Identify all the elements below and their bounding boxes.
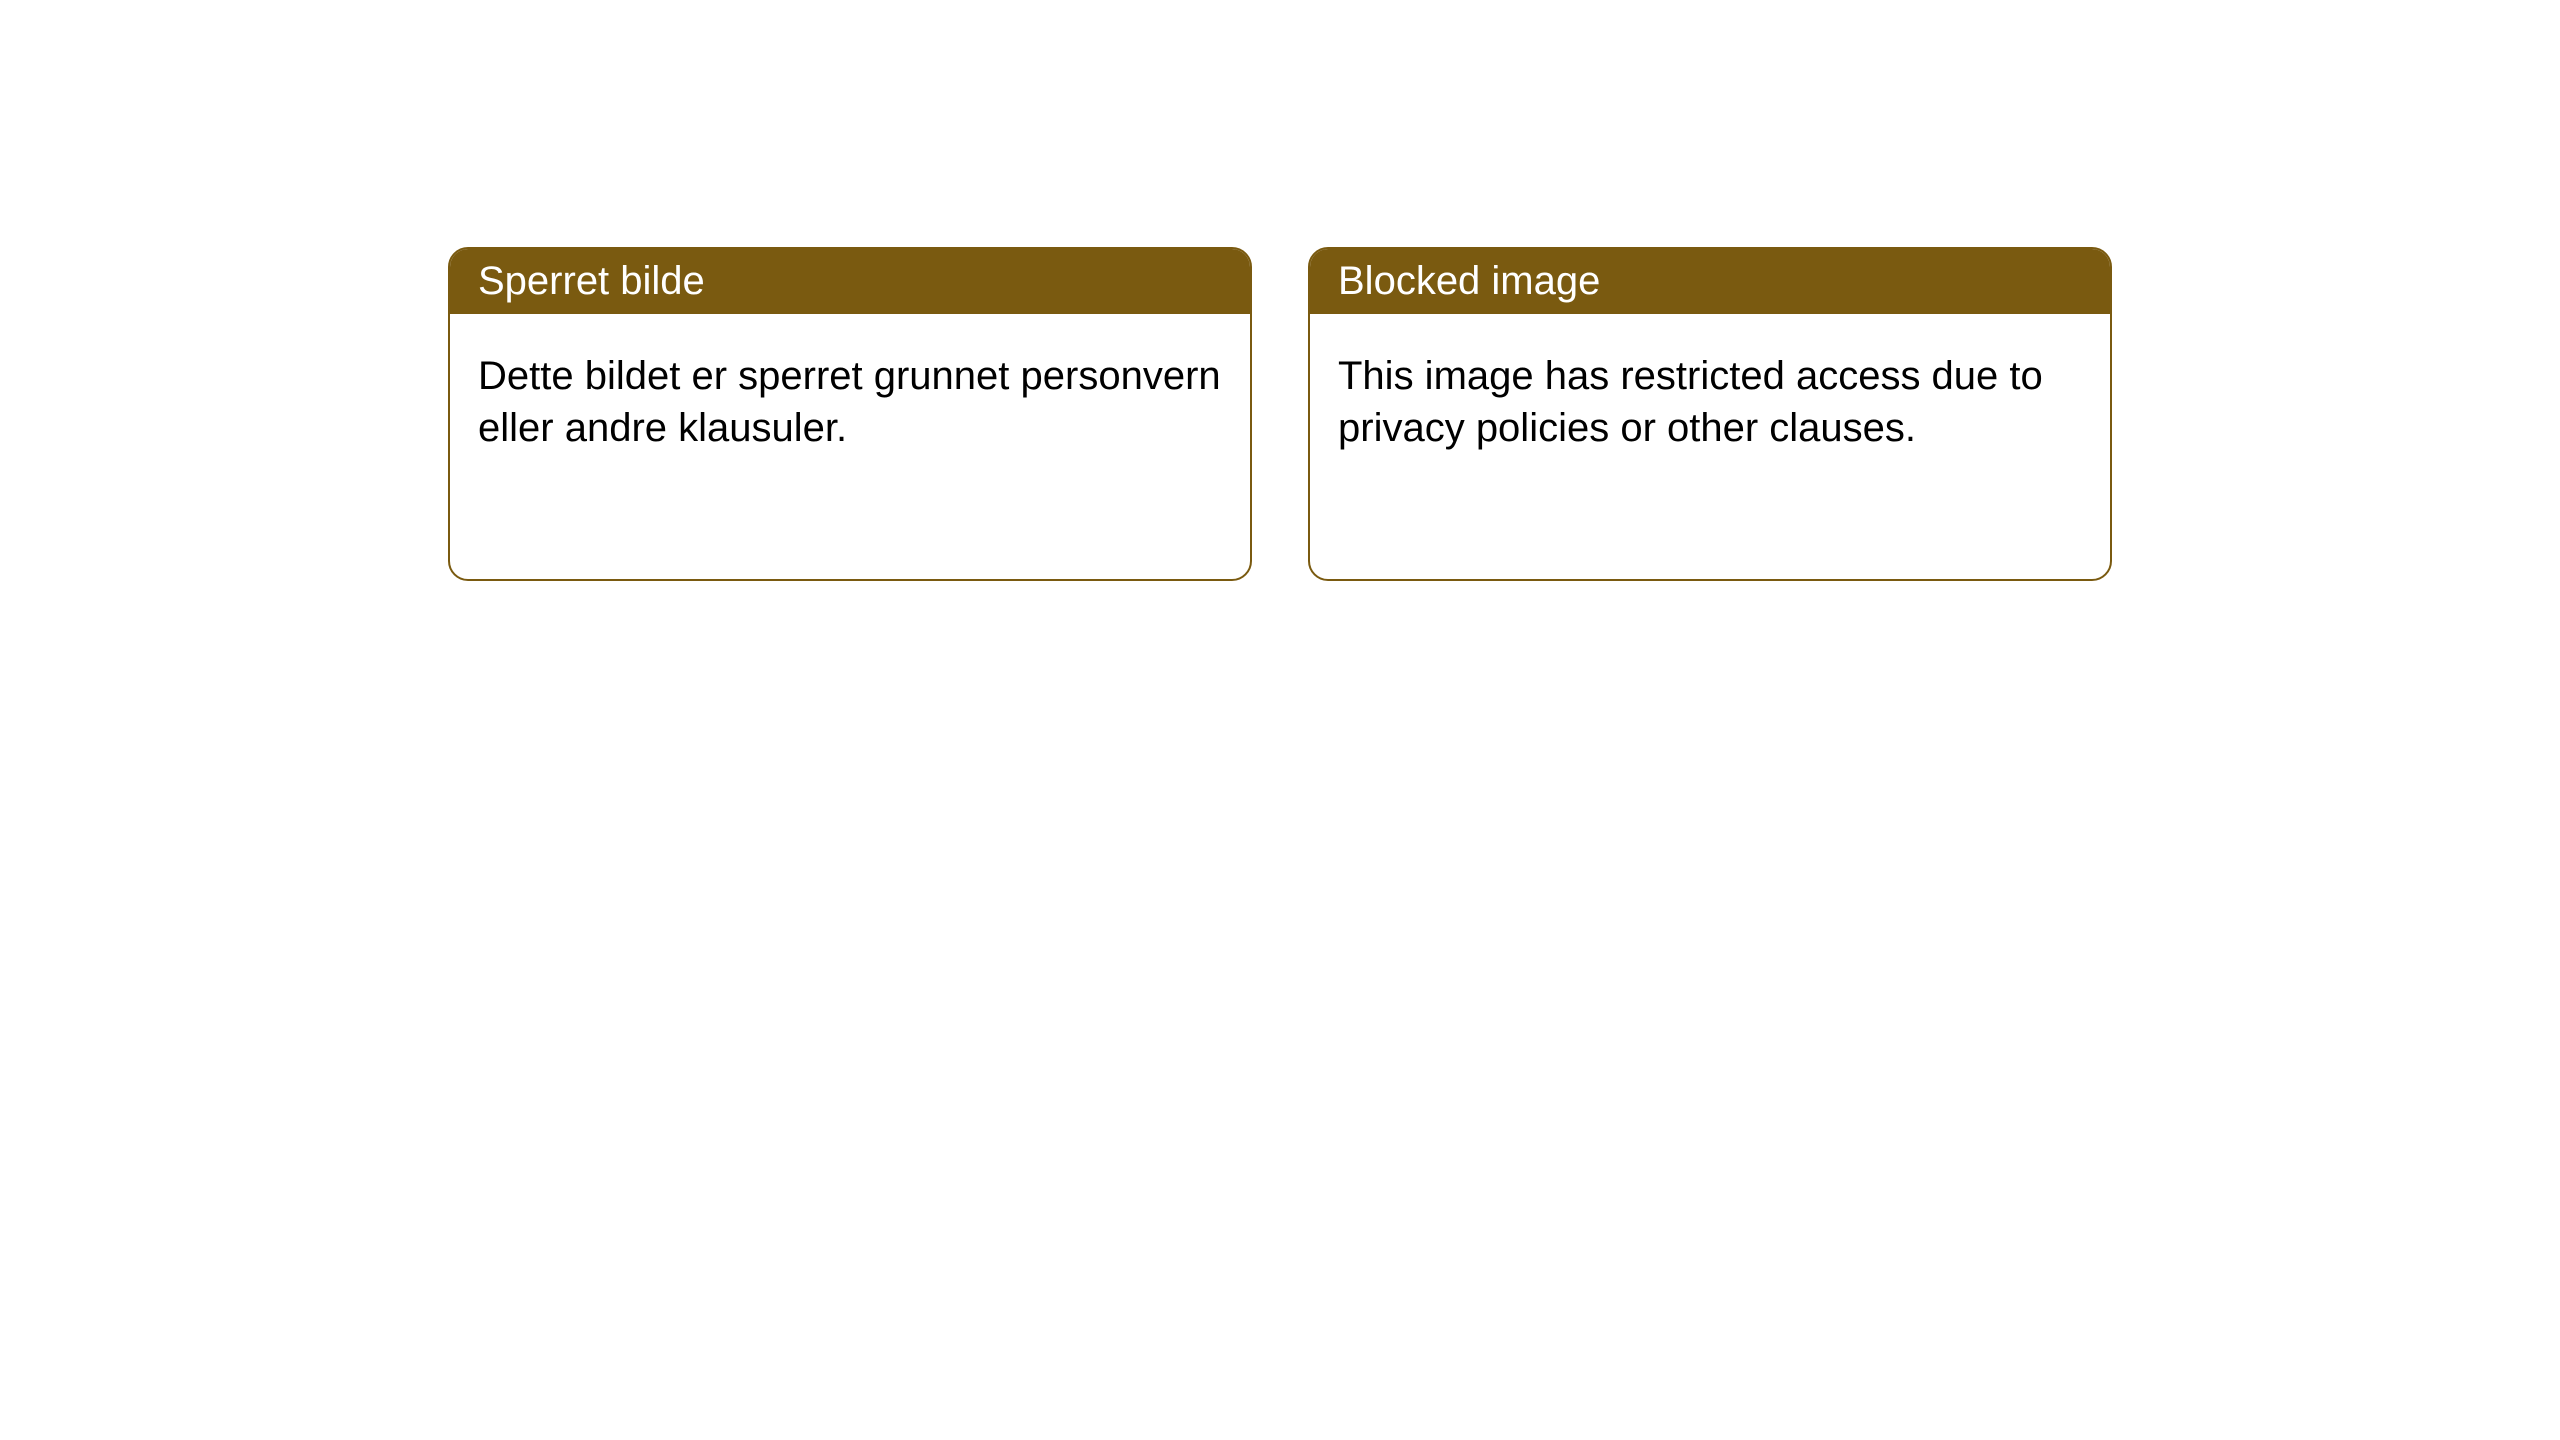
notice-header: Blocked image (1310, 249, 2110, 314)
notice-title: Sperret bilde (478, 259, 705, 303)
notice-card-norwegian: Sperret bilde Dette bildet er sperret gr… (448, 247, 1252, 581)
notice-title: Blocked image (1338, 259, 1600, 303)
notice-container: Sperret bilde Dette bildet er sperret gr… (448, 247, 2112, 581)
notice-header: Sperret bilde (450, 249, 1250, 314)
notice-message: This image has restricted access due to … (1338, 354, 2043, 450)
notice-message: Dette bildet er sperret grunnet personve… (478, 354, 1221, 450)
notice-card-english: Blocked image This image has restricted … (1308, 247, 2112, 581)
notice-body: This image has restricted access due to … (1310, 314, 2110, 490)
notice-body: Dette bildet er sperret grunnet personve… (450, 314, 1250, 490)
